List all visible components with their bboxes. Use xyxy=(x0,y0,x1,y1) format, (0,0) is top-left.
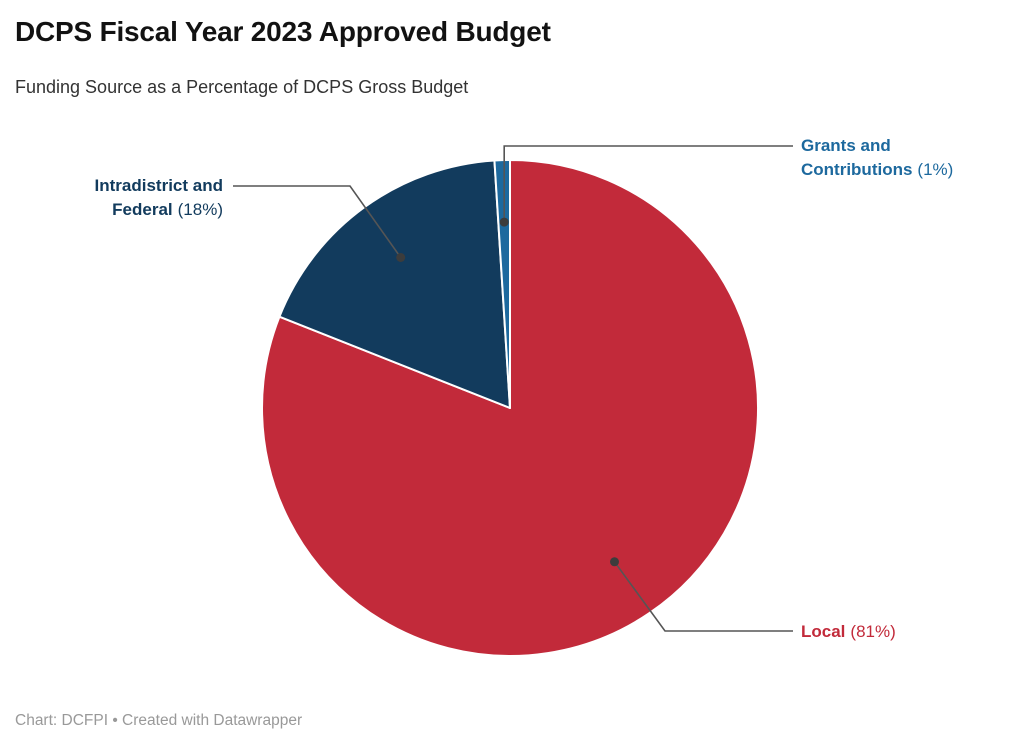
slice-label-name: Intradistrict and xyxy=(94,176,223,195)
slice-label-name: Grants and xyxy=(801,136,891,155)
slice-label-line: Intradistrict and xyxy=(0,174,223,198)
slice-label-name: Federal xyxy=(112,200,173,219)
slice-label-local: Local (81%) xyxy=(801,620,896,644)
slice-label-percent: (18%) xyxy=(177,200,223,219)
connector-dot-grants-and-contributions xyxy=(499,217,509,227)
chart-subtitle: Funding Source as a Percentage of DCPS G… xyxy=(15,77,469,97)
slice-label-line: Grants and xyxy=(801,134,953,158)
slice-label-line: Federal (18%) xyxy=(0,198,223,222)
connector-dot-intradistrict-and-federal xyxy=(396,253,406,262)
chart-attribution: Chart: DCFPI • Created with Datawrapper xyxy=(15,712,303,729)
connector-dot-local xyxy=(610,557,619,567)
connector-line-intradistrict-and-federal xyxy=(233,185,402,258)
slice-label-name: Contributions xyxy=(801,160,913,179)
slice-label-line: Contributions (1%) xyxy=(801,158,953,182)
slice-label-intradistrict-and-federal: Intradistrict and Federal (18%) xyxy=(0,174,223,222)
chart-title: DCPS Fiscal Year 2023 Approved Budget xyxy=(15,16,551,47)
slice-label-percent: (1%) xyxy=(917,160,954,179)
slice-label-grants-and-contributions: Grants and Contributions (1%) xyxy=(801,134,953,182)
connector-line-local xyxy=(613,561,793,632)
slice-label-name: Local xyxy=(801,622,846,641)
slice-label-percent: (81%) xyxy=(850,622,896,641)
connector-line-grants-and-contributions xyxy=(503,145,793,223)
